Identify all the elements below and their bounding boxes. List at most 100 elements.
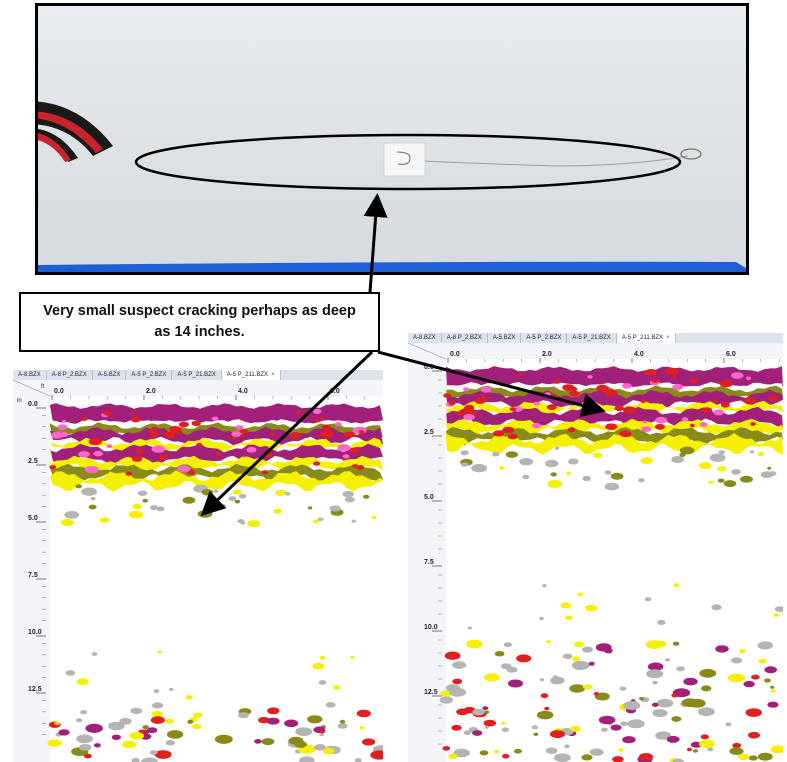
reflection-blob — [191, 723, 202, 730]
tab-a5[interactable]: A-5.BZX — [93, 370, 127, 380]
reflection-blob — [620, 721, 628, 726]
reflection-blob — [718, 450, 726, 455]
reflection-blob — [191, 420, 201, 426]
x-tick-label: 4.0 — [634, 351, 644, 358]
tab-a8-p2[interactable]: A-8 P_2.BZX — [442, 333, 488, 343]
tab-a5[interactable]: A-5.BZX — [488, 333, 522, 343]
reflection-blob — [573, 641, 584, 648]
reflection-blob — [740, 475, 753, 483]
reflection-blob — [708, 480, 714, 484]
reflection-blob — [595, 643, 612, 652]
callout-text: Very small suspect cracking perhaps as d… — [43, 303, 356, 340]
close-icon[interactable]: × — [271, 372, 275, 378]
reflection-blob — [137, 490, 148, 496]
reflection-blob — [612, 756, 624, 762]
reflection-blob — [371, 515, 377, 520]
x-tick-label: 6.0 — [726, 351, 736, 358]
reflection-blob — [273, 508, 282, 514]
reflection-blob — [342, 490, 354, 498]
reflection-blob — [503, 642, 512, 648]
reflection-blob — [731, 469, 741, 475]
reflection-blob — [130, 707, 143, 715]
reflection-blob — [329, 505, 341, 512]
tab-a8-p2[interactable]: A-8 P_2.BZX — [47, 370, 93, 380]
reflection-blob — [745, 708, 762, 717]
reflection-blob — [103, 410, 113, 416]
tab-a5-p211[interactable]: A-5 P_211.BZX × — [221, 370, 281, 380]
reflection-blob — [683, 677, 698, 686]
floor-ring — [680, 148, 702, 160]
paper-marker — [383, 142, 426, 177]
reflection-blob — [132, 503, 142, 510]
reflection-blob — [314, 744, 326, 751]
reflection-blob — [83, 753, 92, 759]
floor-photo-drawing — [38, 101, 746, 272]
reflection-blob — [119, 717, 132, 725]
reflection-blob — [165, 740, 175, 746]
reflection-blob — [185, 695, 193, 700]
reflection-blob — [237, 519, 245, 524]
reflection-blob — [715, 645, 729, 653]
reflection-blob — [717, 478, 725, 483]
reflection-blob — [697, 707, 715, 717]
reflection-blob — [641, 426, 652, 432]
tab-a5-p21[interactable]: A-5 P_21.BZX — [172, 370, 222, 380]
reflection-blob — [312, 662, 325, 670]
reflection-blob — [565, 615, 573, 621]
reflection-blob — [452, 678, 463, 685]
reflection-blob — [582, 646, 593, 653]
reflection-blob — [149, 505, 159, 511]
tab-a5-p2[interactable]: A-5 P_2.BZX — [126, 370, 173, 380]
reflection-blob — [264, 453, 273, 458]
reflection-blob — [570, 725, 581, 732]
reflection-blob — [483, 719, 497, 727]
reflection-blob — [334, 422, 342, 427]
reflection-blob — [76, 678, 89, 686]
reflection-blob — [151, 426, 158, 431]
reflection-blob — [356, 465, 365, 470]
reflection-blob — [699, 668, 717, 678]
reflection-blob — [131, 416, 141, 423]
tab-a5-p211[interactable]: A-5 P_211.BZX × — [616, 333, 676, 343]
reflection-blob — [480, 386, 492, 393]
tab-a8[interactable]: A-8.BZX — [13, 370, 47, 380]
tab-a8[interactable]: A-8.BZX — [408, 333, 442, 343]
reflection-blob — [267, 707, 280, 715]
reflection-blob — [550, 472, 557, 477]
reflection-blob — [295, 411, 302, 415]
reflection-blob — [317, 517, 324, 522]
reflection-blob — [701, 685, 712, 692]
reflection-blob — [500, 721, 506, 725]
reflection-blob — [604, 482, 620, 491]
reflection-blob — [686, 747, 693, 752]
reflection-blob — [725, 722, 732, 727]
reflection-blob — [757, 752, 773, 761]
reflection-blob — [484, 673, 500, 682]
reflection-blob — [219, 503, 226, 509]
reflection-blob — [135, 449, 144, 455]
reflection-blob — [62, 419, 67, 423]
tab-a5-p21[interactable]: A-5 P_21.BZX — [567, 333, 617, 343]
close-icon[interactable]: × — [666, 335, 670, 341]
reflection-blob — [64, 511, 80, 519]
reflection-blob — [153, 689, 160, 693]
reflection-blob — [516, 654, 532, 663]
reflection-blob — [619, 686, 627, 691]
reflection-blob — [672, 758, 684, 762]
reflection-blob — [284, 719, 299, 728]
reflection-blob — [440, 690, 452, 697]
reflection-blob — [351, 519, 356, 523]
reflection-blob — [547, 479, 563, 488]
reflection-blob — [723, 480, 737, 488]
reflection-blob — [484, 725, 489, 729]
reflection-blob — [192, 712, 203, 718]
reflection-blob — [757, 451, 765, 456]
reflection-blob — [463, 413, 475, 421]
reflection-blob — [671, 693, 679, 698]
reflection-blob — [577, 592, 584, 597]
reflection-blob — [720, 402, 730, 408]
y-tick-label: 2.5 — [28, 458, 38, 465]
reflection-blob — [623, 406, 637, 414]
tab-a5-p2[interactable]: A-5 P_2.BZX — [521, 333, 568, 343]
reflection-blob — [638, 478, 645, 483]
